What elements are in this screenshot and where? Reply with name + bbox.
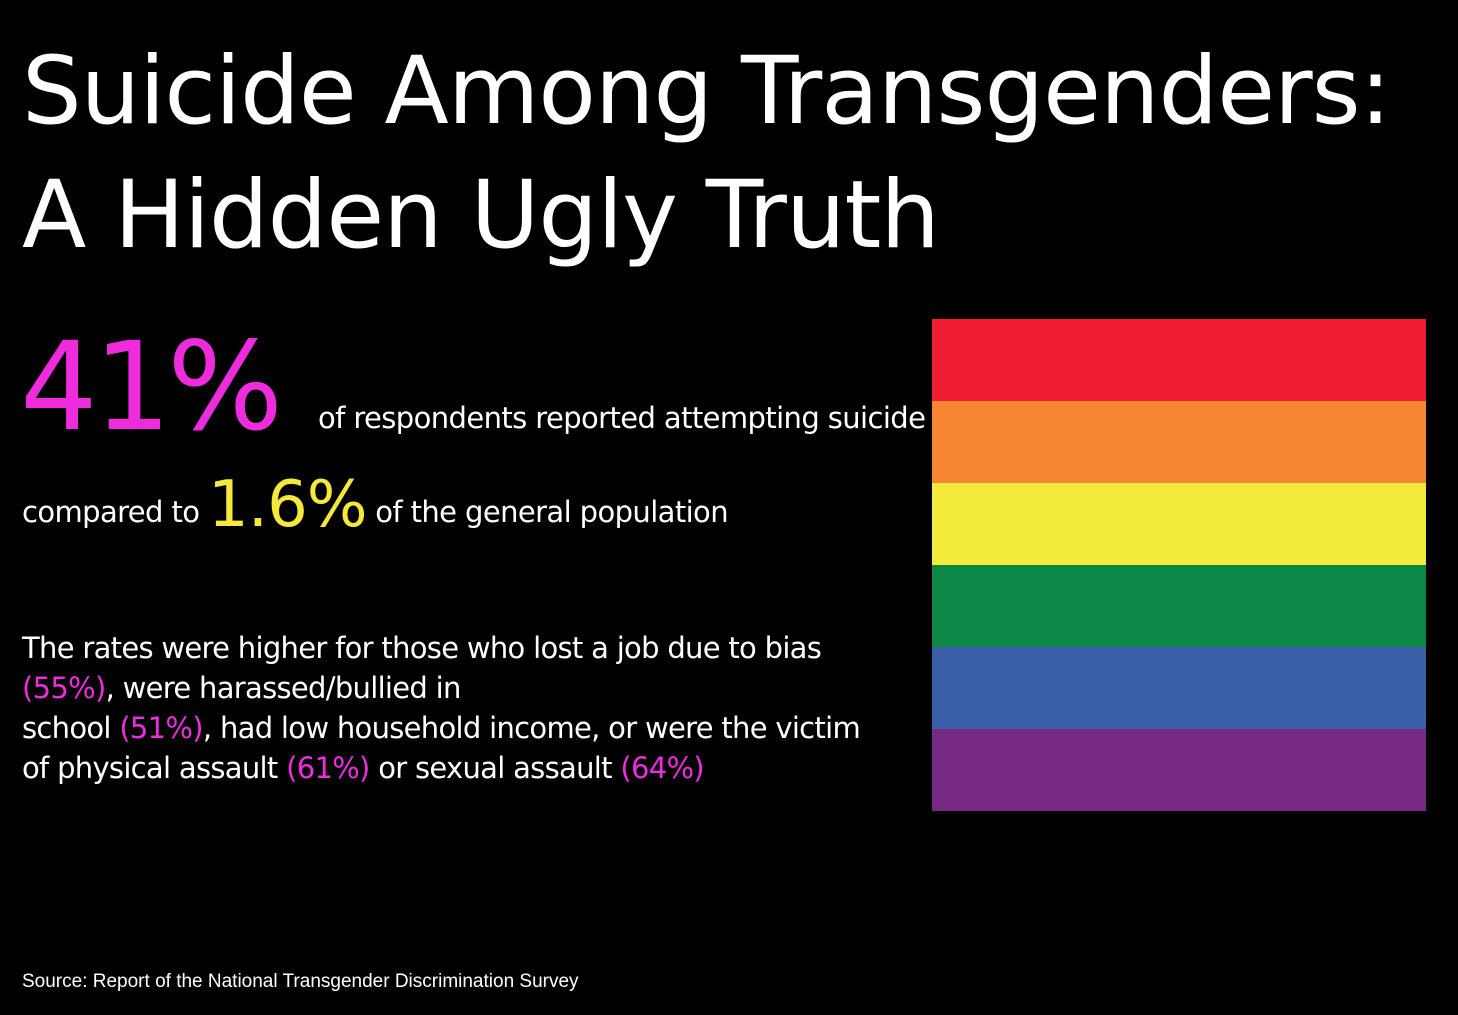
flag-stripe-red [932, 319, 1426, 401]
rainbow-flag [932, 319, 1426, 811]
title-line-2: A Hidden Ugly Truth [22, 161, 940, 270]
comparison-suffix: of the general population [375, 495, 728, 529]
comparison-line: compared to 1.6% of the general populati… [22, 468, 729, 547]
school-percentage: (51%) [119, 711, 203, 745]
detail-text-4: , had low household income, or were the … [202, 711, 861, 745]
flag-stripe-purple [932, 729, 1426, 811]
detail-paragraph: The rates were higher for those who lost… [22, 628, 902, 788]
source-citation: Source: Report of the National Transgend… [22, 971, 579, 992]
sexual-assault-percentage: (64%) [620, 751, 704, 785]
detail-text-1: The rates were higher for those who lost… [22, 631, 822, 665]
flag-stripe-yellow [932, 483, 1426, 565]
main-stat-description: of respondents reported attempting suici… [318, 401, 926, 435]
detail-text-6: or sexual assault [378, 751, 612, 785]
page-title: Suicide Among Transgenders: A Hidden Ugl… [22, 30, 1391, 278]
comparison-prefix: compared to [22, 495, 200, 529]
title-line-1: Suicide Among Transgenders: [22, 37, 1391, 146]
detail-text-3: school [22, 711, 111, 745]
flag-stripe-orange [932, 401, 1426, 483]
flag-stripe-blue [932, 647, 1426, 729]
comparison-value: 1.6% [208, 468, 368, 542]
physical-assault-percentage: (61%) [286, 751, 370, 785]
flag-stripe-green [932, 565, 1426, 647]
detail-text-2: , were harassed/bullied in [105, 671, 462, 705]
detail-text-5: of physical assault [22, 751, 278, 785]
main-stat-value: 41% [20, 316, 283, 458]
job-loss-percentage: (55%) [22, 671, 106, 705]
